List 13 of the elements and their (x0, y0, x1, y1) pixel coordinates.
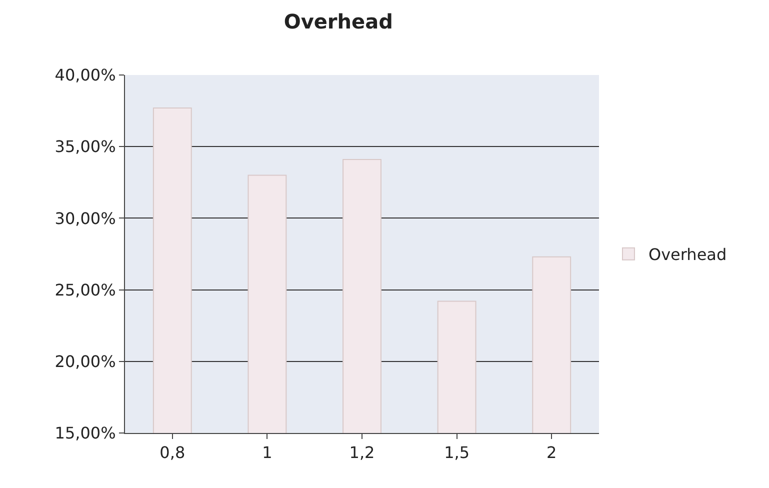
x-tick-label: 0,8 (160, 443, 186, 462)
y-tick-label: 40,00% (54, 66, 116, 85)
y-tick-label: 15,00% (54, 424, 116, 443)
legend-label: Overhead (648, 245, 727, 264)
y-tick-label: 20,00% (54, 352, 116, 371)
x-tick-label: 1 (262, 443, 272, 462)
x-tick-label: 2 (546, 443, 557, 462)
x-tick-label: 1,5 (444, 443, 470, 462)
chart-title: Overhead (284, 10, 393, 34)
y-tick-label: 35,00% (54, 137, 116, 156)
y-tick-label: 25,00% (54, 280, 116, 300)
x-tick-label: 1,2 (349, 443, 375, 462)
y-tick-label: 30,00% (54, 208, 116, 228)
